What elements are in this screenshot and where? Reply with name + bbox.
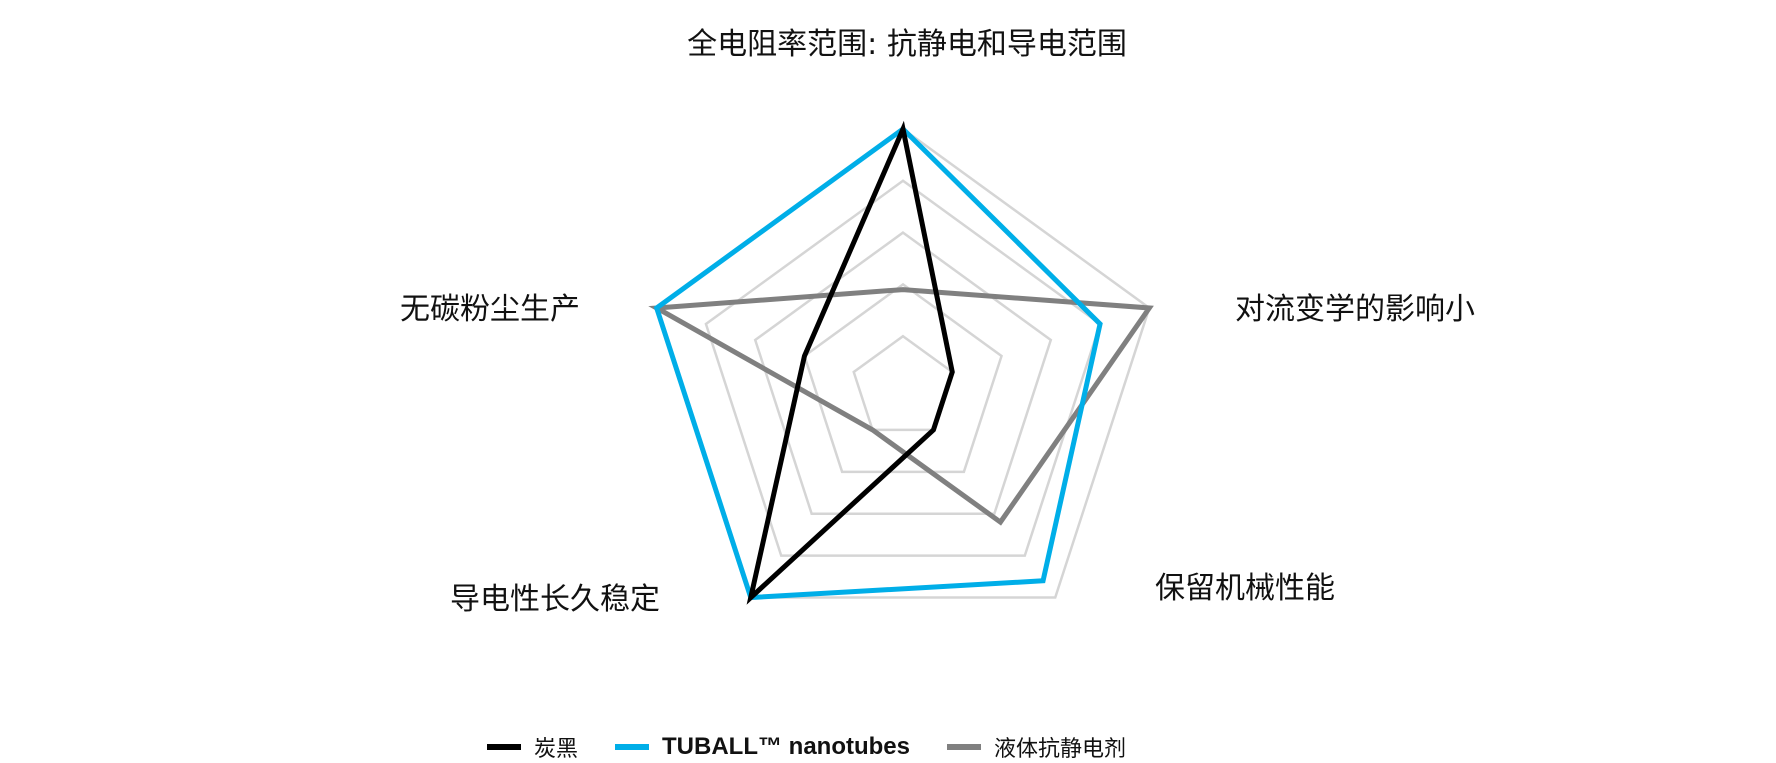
grid-rings xyxy=(655,127,1151,599)
axis-label-stability: 导电性长久稳定 xyxy=(450,582,660,617)
legend-label: 炭黑 xyxy=(534,737,579,762)
legend-item-liquid-antistatic: 液体抗静电剂 xyxy=(947,731,1126,763)
series-line xyxy=(648,287,1154,526)
legend-swatch xyxy=(487,744,521,750)
legend-label: TUBALL™ nanotubes xyxy=(662,733,910,760)
axis-label-rheology: 对流变学的影响小 xyxy=(1235,292,1475,327)
legend-item-tuball: TUBALL™ nanotubes xyxy=(615,733,910,761)
legend-label: 液体抗静电剂 xyxy=(994,737,1127,762)
axis-label-dust-free: 无碳粉尘生产 xyxy=(400,292,580,327)
legend: 炭黑 TUBALL™ nanotubes 液体抗静电剂 xyxy=(487,731,1163,763)
grid-ring xyxy=(753,231,1053,515)
grid-ring xyxy=(852,334,954,432)
legend-swatch xyxy=(615,744,650,750)
series-line xyxy=(746,120,955,605)
grid-ring xyxy=(655,127,1151,599)
series-line xyxy=(653,125,1103,601)
legend-item-carbon-black: 炭黑 xyxy=(487,731,578,763)
axis-label-mechanical: 保留机械性能 xyxy=(1155,571,1335,606)
grid-ring xyxy=(803,282,1003,474)
axis-label-resistivity: 全电阻率范围: 抗静电和导电范围 xyxy=(687,27,1127,62)
legend-swatch xyxy=(947,744,981,750)
series-lines xyxy=(648,120,1154,605)
